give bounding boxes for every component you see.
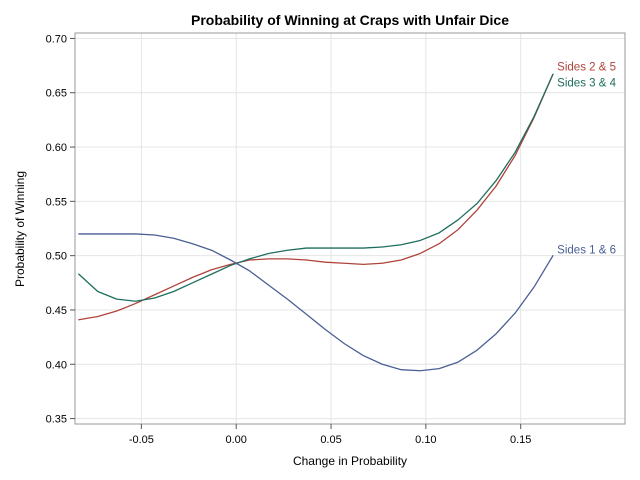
tick-layer: 0.35 0.40 0.45 0.50 0.55 0.60 0.65 0.70 -0.05 0.0… — [46, 33, 532, 446]
y-axis-title: Probability of Winning — [13, 171, 27, 287]
y-tick-label: 0.65 — [46, 88, 67, 100]
y-tick-label: 0.40 — [46, 359, 67, 371]
y-tick-label: 0.45 — [46, 305, 67, 317]
label-layer: Sides 2 & 5 Sides 3 & 4 Sides 1 & 6 — [557, 61, 616, 256]
series-label-sides-2-5: Sides 2 & 5 — [557, 61, 616, 73]
y-tick-label: 0.70 — [46, 33, 67, 45]
y-tick-label: 0.35 — [46, 414, 67, 426]
x-tick-label: 0.00 — [225, 434, 246, 446]
y-tick-label: 0.60 — [46, 142, 67, 154]
x-axis-title: Change in Probability — [293, 454, 407, 468]
y-tick-label: 0.50 — [46, 251, 67, 263]
series-label-sides-3-4: Sides 3 & 4 — [557, 77, 616, 89]
plot-frame — [74, 32, 626, 425]
x-tick-label: 0.05 — [320, 434, 341, 446]
grid-layer — [75, 33, 625, 424]
series-layer — [78, 73, 554, 372]
x-tick-label: 0.10 — [415, 434, 436, 446]
series-line-sides-2-5 — [78, 73, 554, 321]
x-tick-label: 0.15 — [510, 434, 531, 446]
chart-title: Probability of Winning at Craps with Unf… — [191, 12, 509, 28]
series-label-sides-1-6: Sides 1 & 6 — [557, 245, 616, 257]
y-tick-label: 0.55 — [46, 196, 67, 208]
series-line-sides-3-4 — [78, 73, 554, 302]
x-tick-label: -0.05 — [129, 434, 154, 446]
series-line-sides-1-6 — [78, 233, 554, 372]
